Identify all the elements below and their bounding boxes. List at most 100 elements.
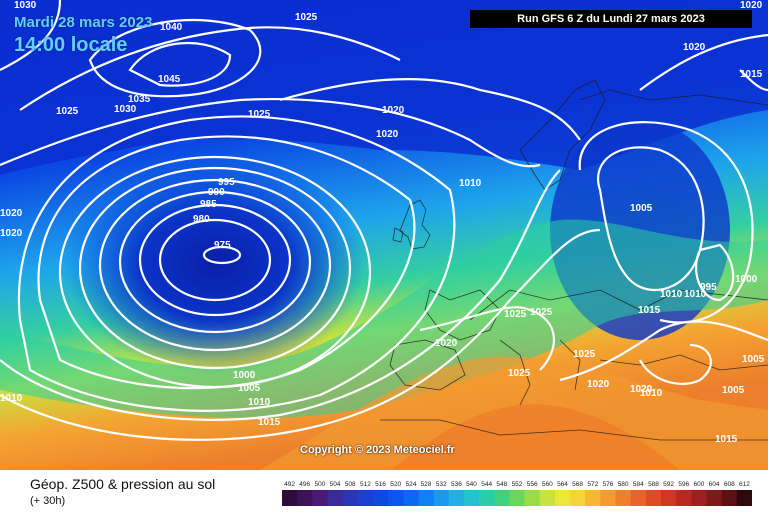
legend-swatch	[676, 490, 692, 506]
legend-label: 576	[603, 481, 614, 488]
legend-swatch	[312, 490, 328, 506]
legend-swatch	[721, 490, 738, 506]
legend-label: 524	[405, 481, 416, 488]
pressure-label: 1010	[660, 289, 683, 300]
legend-label: 520	[390, 481, 401, 488]
pressure-label: 1005	[630, 203, 653, 214]
pressure-label: 1025	[248, 109, 271, 120]
legend-label: 548	[496, 481, 507, 488]
pressure-label: 1020	[376, 129, 399, 140]
pressure-label: 1010	[640, 388, 663, 399]
legend-label: 552	[512, 481, 523, 488]
pressure-label: 1010	[0, 393, 23, 404]
legend-swatch	[509, 490, 525, 506]
legend-label: 588	[648, 481, 659, 488]
legend-label: 572	[587, 481, 598, 488]
weather-map: 1030 1040 1025 1020 1045 1035 1030 1025 …	[0, 0, 768, 470]
pressure-label: 1025	[530, 307, 553, 318]
legend-swatch	[554, 490, 571, 506]
legend-swatch	[448, 490, 465, 506]
legend-swatch	[297, 490, 313, 506]
pressure-label: 1020	[435, 338, 458, 349]
legend-label: 580	[618, 481, 629, 488]
legend-label: 512	[360, 481, 371, 488]
footer: Géop. Z500 & pression au sol (+ 30h) 492…	[0, 470, 768, 512]
pressure-label: 1015	[258, 417, 281, 428]
pressure-label: 1020	[740, 0, 763, 11]
pressure-label: 1020	[587, 379, 610, 390]
pressure-label: 1020	[382, 105, 405, 116]
color-legend: 492 496 500 504 508 512 516 520 524 528 532 536 540 5…	[282, 481, 752, 506]
pressure-label: 1035	[128, 94, 151, 105]
legend-swatch	[327, 490, 343, 506]
legend-swatch	[736, 490, 752, 506]
pressure-label: 1020	[0, 208, 23, 219]
pressure-label: 1025	[508, 368, 531, 379]
pressure-label: 1005	[742, 354, 765, 365]
pressure-label: 1010	[684, 289, 707, 300]
legend-label: 556	[527, 481, 538, 488]
coastlines	[380, 79, 768, 441]
isobars	[0, 0, 768, 440]
mid-band	[0, 219, 768, 419]
legend-swatch	[418, 490, 434, 506]
pressure-label: 1025	[295, 12, 318, 23]
pressure-label: 975	[214, 240, 231, 251]
legend-label: 564	[557, 481, 568, 488]
pressure-label: 995	[700, 282, 717, 293]
legend-label: 540	[466, 481, 477, 488]
forecast-time: 14:00 locale	[14, 34, 128, 56]
legend-label: 544	[481, 481, 492, 488]
legend-swatch	[615, 490, 631, 506]
legend-swatch	[691, 490, 707, 506]
forecast-range: (+ 30h)	[30, 495, 66, 507]
legend-label: 508	[345, 481, 356, 488]
pressure-label: 1015	[715, 434, 738, 445]
pressure-label: 990	[208, 187, 225, 198]
map-title: Géop. Z500 & pression au sol	[30, 476, 216, 492]
legend-swatch	[539, 490, 556, 506]
pressure-label: 1000	[735, 274, 758, 285]
legend-swatch	[388, 490, 404, 506]
legend-swatch	[706, 490, 722, 506]
legend-label: 560	[542, 481, 553, 488]
pressure-label: 980	[193, 214, 210, 225]
copyright: Copyright © 2023 Meteociel.fr	[300, 444, 455, 456]
legend-label: 568	[572, 481, 583, 488]
legend-label: 492	[284, 481, 295, 488]
legend-label: 532	[436, 481, 447, 488]
legend-swatch	[403, 490, 419, 506]
legend-swatch	[342, 490, 359, 506]
legend-swatch	[463, 490, 480, 506]
legend-label: 528	[421, 481, 432, 488]
legend-label: 536	[451, 481, 462, 488]
legend-label: 496	[299, 481, 310, 488]
legend-swatch	[282, 490, 298, 506]
legend-swatch	[357, 490, 374, 506]
pressure-label: 1020	[683, 42, 706, 53]
pressure-label: 1020	[0, 228, 23, 239]
legend-label: 608	[724, 481, 735, 488]
legend-swatch	[600, 490, 616, 506]
legend-swatch	[645, 490, 662, 506]
pressure-label: 1000	[233, 370, 256, 381]
legend-swatch	[373, 490, 389, 506]
pressure-label: 1025	[573, 349, 596, 360]
legend-label: 592	[663, 481, 674, 488]
pressure-label: 985	[200, 199, 217, 210]
legend-swatch	[585, 490, 601, 506]
legend-label: 604	[709, 481, 720, 488]
atlantic-low	[65, 155, 365, 375]
legend-swatch	[433, 490, 450, 506]
pressure-label: 1040	[160, 22, 183, 33]
legend-swatch	[524, 490, 541, 506]
pressure-label: 1020	[630, 384, 653, 395]
legend-swatch	[494, 490, 510, 506]
pressure-label: 995	[218, 177, 235, 188]
forecast-date: Mardi 28 mars 2023	[14, 14, 153, 31]
model-run-label: Run GFS 6 Z du Lundi 27 mars 2023	[470, 10, 752, 28]
pressure-label: 1025	[56, 106, 79, 117]
ridge-core	[390, 404, 680, 470]
legend-swatch	[479, 490, 495, 506]
pressure-label: 1015	[638, 305, 661, 316]
